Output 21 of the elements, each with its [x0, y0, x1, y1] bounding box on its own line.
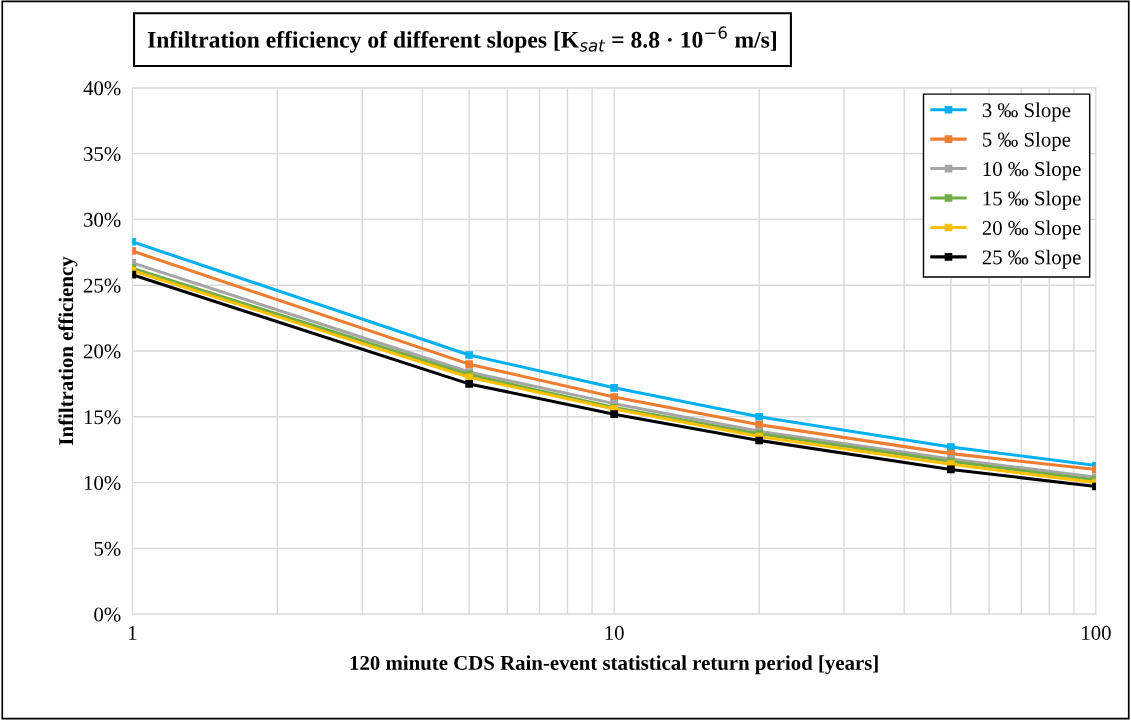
- y-tick-label: 40%: [83, 81, 121, 96]
- y-tick-label: 5%: [94, 541, 121, 556]
- chart-title: Infiltration efficiency of different slopes [K$_{sat}$ = 8.8 · 10$^{−6}$ m/s]: [147, 26, 776, 53]
- y-tick-label: 20%: [83, 344, 121, 359]
- y-tick-label: 10%: [84, 475, 121, 491]
- x-tick-label: 1: [128, 625, 137, 640]
- x-axis-title: 120 minute CDS Rain-event statistical return period [years]: [350, 655, 878, 675]
- legend-label: 5 ‰ Slope: [983, 131, 1071, 151]
- legend-label: 15 ‰ Slope: [983, 190, 1081, 210]
- legend-label: 25 ‰ Slope: [982, 249, 1081, 269]
- legend-label: 10 ‰ Slope: [983, 161, 1081, 181]
- legend-label: 20 ‰ Slope: [982, 220, 1081, 240]
- y-axis-title: Infiltration efficiency: [58, 256, 78, 445]
- y-tick-label: 25%: [83, 278, 121, 293]
- y-tick-label: 15%: [84, 410, 121, 425]
- legend-label: 3 ‰ Slope: [982, 102, 1071, 122]
- x-tick-label: 100: [1082, 625, 1111, 640]
- y-tick-label: 30%: [84, 212, 121, 227]
- x-tick-label: 10: [605, 625, 624, 640]
- y-tick-label: 35%: [84, 147, 121, 162]
- y-tick-label: 0%: [94, 607, 121, 622]
